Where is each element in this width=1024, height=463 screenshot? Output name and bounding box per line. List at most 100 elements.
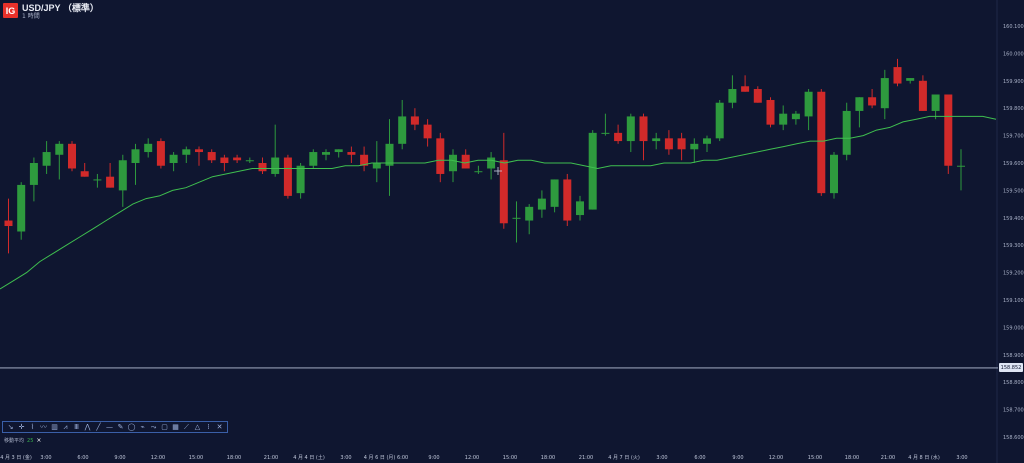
y-tick-label: 158.700 bbox=[1003, 408, 1024, 414]
crosshair-icon[interactable]: ✛ bbox=[18, 423, 25, 431]
circle-icon[interactable]: ◯ bbox=[127, 423, 136, 431]
x-tick-label: 3:00 bbox=[656, 455, 667, 461]
candle-body bbox=[436, 138, 445, 174]
candle-body bbox=[893, 67, 902, 84]
fib-icon[interactable]: Ⅲ bbox=[74, 423, 79, 431]
timeframe-label[interactable]: 1 時間 bbox=[22, 13, 40, 20]
candle-body bbox=[144, 143, 153, 153]
grid-icon[interactable]: ▥ bbox=[51, 423, 58, 431]
drawing-toolbar: ↘ ✛ ⌇ 〰 ▥ ⩘ Ⅲ ⋀ ╱ — ✎ ◯ ⌁ ⤳ ▢ ▦ ⟋ △ ⁞ ✕ bbox=[2, 421, 228, 433]
triangle-icon[interactable]: △ bbox=[194, 423, 201, 431]
fan-icon[interactable]: ⩘ bbox=[63, 423, 68, 431]
candle-body bbox=[906, 78, 915, 81]
ray-icon[interactable]: ⟋ bbox=[184, 423, 189, 431]
x-tick-label: 4 月 4 日 (土) bbox=[293, 454, 325, 461]
path-icon[interactable]: ⌁ bbox=[140, 423, 145, 431]
candle-body bbox=[461, 154, 470, 169]
candle-body bbox=[131, 149, 140, 163]
instrument-title[interactable]: USD/JPY （標準） bbox=[22, 3, 99, 13]
x-tick-label: 15:00 bbox=[503, 455, 517, 461]
x-tick-label: 9:00 bbox=[732, 455, 743, 461]
x-tick-label: 15:00 bbox=[189, 455, 203, 461]
indicator-name[interactable]: 移動平均 bbox=[4, 438, 25, 444]
candle-body bbox=[499, 160, 508, 224]
candle-body bbox=[880, 78, 889, 109]
candle-body bbox=[347, 152, 356, 155]
indicator-period: 25 bbox=[27, 437, 34, 444]
trend-icon[interactable]: ⌇ bbox=[30, 423, 35, 431]
candle-body bbox=[372, 163, 381, 169]
candle-body bbox=[677, 138, 686, 150]
pencil-icon[interactable]: ✎ bbox=[117, 423, 124, 431]
y-tick-label: 159.800 bbox=[1003, 106, 1024, 112]
candle-body bbox=[182, 149, 191, 155]
candle-body bbox=[474, 171, 483, 173]
candle-body bbox=[80, 171, 89, 177]
candle-body bbox=[258, 163, 267, 172]
x-tick-label: 12:00 bbox=[465, 455, 479, 461]
candle-body bbox=[715, 102, 724, 139]
x-tick-label: 18:00 bbox=[227, 455, 241, 461]
candle-body bbox=[423, 124, 432, 139]
moving-average-line bbox=[0, 115, 997, 290]
candle-body bbox=[868, 97, 877, 106]
connector-icon[interactable]: ⤳ bbox=[150, 423, 157, 431]
y-tick-label: 159.600 bbox=[1003, 161, 1024, 167]
current-price-tag: 158.852 bbox=[999, 363, 1023, 372]
y-tick-label: 160.100 bbox=[1003, 24, 1024, 30]
y-tick-label: 158.800 bbox=[1003, 380, 1024, 386]
x-tick-label: 3:00 bbox=[956, 455, 967, 461]
candle-body bbox=[766, 99, 775, 125]
x-tick-label: 9:00 bbox=[428, 455, 439, 461]
candle-body bbox=[728, 89, 737, 103]
wave-icon[interactable]: 〰 bbox=[40, 423, 47, 431]
candle-body bbox=[601, 132, 610, 134]
x-tick-label: 21:00 bbox=[579, 455, 593, 461]
candle-body bbox=[931, 94, 940, 111]
candle-body bbox=[93, 179, 102, 181]
candle-body bbox=[207, 152, 216, 161]
candle-body bbox=[512, 217, 521, 219]
candle-body bbox=[639, 116, 648, 142]
remove-indicator-icon[interactable]: × bbox=[36, 437, 42, 444]
x-tick-label: 4 月 7 日 (火) bbox=[608, 455, 640, 461]
candle-body bbox=[360, 154, 369, 166]
candle-body bbox=[525, 206, 534, 221]
candle-body bbox=[918, 80, 927, 111]
chart-header: IG USD/JPY （標準） 1 時間 bbox=[3, 3, 99, 21]
candle-body bbox=[309, 152, 318, 166]
y-tick-label: 159.300 bbox=[1003, 243, 1024, 249]
candle-body bbox=[563, 179, 572, 221]
candle-body bbox=[817, 91, 826, 194]
x-tick-label: 6:00 bbox=[694, 455, 705, 461]
ig-logo: IG bbox=[3, 3, 18, 18]
candle-body bbox=[169, 154, 178, 163]
candle-body bbox=[398, 116, 407, 144]
arrow-icon[interactable]: ↘ bbox=[7, 423, 14, 431]
close-icon[interactable]: ✕ bbox=[216, 423, 223, 431]
candle-body bbox=[944, 94, 953, 166]
candle-body bbox=[449, 154, 457, 172]
candle-body bbox=[576, 201, 584, 216]
x-tick-label: 4 月 3 日 (金) bbox=[0, 454, 32, 461]
x-tick-label: 9:00 bbox=[114, 455, 125, 461]
pattern-icon[interactable]: ⋀ bbox=[84, 423, 91, 431]
calendar-icon[interactable]: ▦ bbox=[172, 423, 179, 431]
candle-body bbox=[537, 198, 546, 210]
candle-body bbox=[233, 157, 242, 161]
candle-body bbox=[296, 165, 305, 194]
x-tick-label: 12:00 bbox=[151, 455, 165, 461]
vline-icon[interactable]: ⁞ bbox=[207, 423, 210, 431]
candle-body bbox=[703, 138, 711, 144]
candle-body bbox=[804, 91, 813, 117]
candle-body bbox=[118, 160, 127, 191]
candle-body bbox=[791, 113, 800, 120]
candle-body bbox=[855, 97, 864, 111]
hline-icon[interactable]: — bbox=[106, 423, 113, 431]
rect-icon[interactable]: ▢ bbox=[161, 423, 168, 431]
y-tick-label: 159.200 bbox=[1003, 271, 1024, 277]
line-icon[interactable]: ╱ bbox=[96, 423, 101, 431]
candle-body bbox=[4, 220, 13, 227]
x-tick-label: 15:00 bbox=[808, 455, 822, 461]
